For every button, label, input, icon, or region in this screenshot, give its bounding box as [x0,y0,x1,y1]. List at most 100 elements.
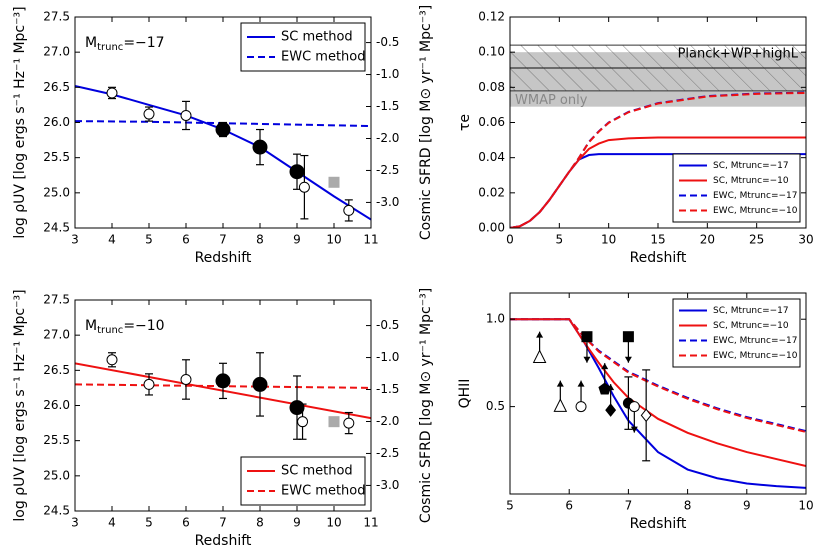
x-tick-label: 9 [743,499,751,513]
x-tick-label: 7 [625,499,633,513]
point [289,164,305,180]
point [532,349,547,363]
y2-tick-label: -0.5 [376,35,399,49]
legend-label: SC, Mtrunc=−10 [713,176,789,186]
annotation: Mtrunc=−10 [85,318,165,336]
limit-arrowhead [601,363,609,370]
y-tick-label: 0.12 [478,10,505,24]
x-tick-label: 6 [565,499,573,513]
plot-area [75,352,371,440]
x-tick-label: 3 [71,233,79,247]
x-tick-label: 5 [145,516,153,530]
y-tick-label: 27.5 [43,10,70,24]
legend-box [240,22,366,72]
x-tick-label: 8 [684,499,692,513]
x-tick-label: 4 [108,233,116,247]
point [252,376,268,392]
y-tick-label: 1.0 [486,312,505,326]
y-tick-label: 26.0 [43,115,70,129]
x-tick-label: 5 [506,499,514,513]
limit-arrowhead [583,356,591,363]
point [143,108,155,120]
annotation-part: =−10 [123,318,164,334]
x-tick-label: 5 [145,233,153,247]
y-tick-label: 25.0 [43,185,70,199]
y2-tick-label: -1.0 [376,67,399,81]
point [553,398,568,412]
y2-tick-label: -1.5 [376,99,399,113]
legend-label: EWC, Mtrunc=−17 [713,191,797,201]
point [328,416,340,428]
point [581,331,593,343]
y-tick-label: 0.10 [478,45,505,59]
point [298,181,310,193]
y-tick-label: 26.0 [43,398,70,412]
x-tick-label: 9 [293,233,301,247]
y2-axis-label: Cosmic SFRD [log M⊙ yr⁻¹ Mpc⁻³] [418,5,434,240]
annotation-part: M [85,318,97,334]
point [180,373,192,385]
y2-tick-label: -3.0 [376,478,399,492]
point [343,417,355,429]
y-axis-label: log ρUV [log ergs s⁻¹ Hz⁻¹ Mpc⁻³] [12,6,28,238]
y-tick-label: 27.5 [43,293,70,307]
x-tick-label: 6 [182,233,190,247]
point [622,331,634,343]
limit-arrowhead [607,384,615,391]
y-axis-label: QHII [457,379,473,409]
y2-tick-label: -2.0 [376,414,399,428]
annotation-part: =−17 [123,35,164,51]
y2-axis-label: Cosmic SFRD [log M⊙ yr⁻¹ Mpc⁻³] [418,288,434,523]
legend-label: SC method [281,30,353,45]
limit-arrowhead [630,426,638,433]
x-tick-label: 10 [326,516,341,530]
x-axis-label: Redshift [195,533,252,549]
point [215,373,231,389]
y-tick-label: 0.04 [478,150,505,164]
y2-tick-label: -2.5 [376,163,399,177]
y-tick-label: 0.00 [478,221,505,235]
x-tick-label: 3 [71,516,79,530]
y-tick-label: 26.5 [43,363,70,377]
limit-arrowhead [536,331,544,338]
point [297,416,309,428]
y-tick-label: 27.0 [43,328,70,342]
point [575,401,587,413]
x-tick-label: 8 [256,516,264,530]
y-tick-label: 0.06 [478,115,505,129]
x-tick-label: 11 [363,516,378,530]
annotation-part: trunc [97,42,123,53]
line-series [510,91,806,228]
limit-arrowhead [577,380,585,387]
legend-label: EWC, Mtrunc=−17 [713,336,797,346]
x-tick-label: 30 [798,233,813,247]
y-tick-label: 25.0 [43,468,70,482]
x-tick-label: 8 [256,233,264,247]
point [328,176,340,188]
x-tick-label: 10 [601,233,616,247]
axes-frame [509,292,807,495]
line-series [75,84,371,221]
x-tick-label: 6 [182,516,190,530]
annotation: Mtrunc=−17 [85,35,165,53]
point [252,139,268,155]
band-label: Planck+WP+highL [678,47,799,62]
band-label: WMAP only [515,93,588,108]
x-tick-label: 7 [219,233,227,247]
legend-label: SC method [281,464,353,479]
y-tick-label: 0.5 [486,399,505,413]
x-tick-label: 11 [363,233,378,247]
y-tick-label: 25.5 [43,433,70,447]
point [640,408,652,423]
point [180,109,192,121]
x-tick-label: 10 [326,233,341,247]
x-axis-label: Redshift [630,250,687,266]
y-tick-label: 0.02 [478,185,505,199]
legend-label: SC, Mtrunc=−10 [713,321,789,331]
point [605,403,617,417]
x-axis-label: Redshift [195,250,252,266]
legend-label: EWC, Mtrunc=−10 [713,206,798,216]
point [106,87,118,99]
x-tick-label: 25 [749,233,764,247]
